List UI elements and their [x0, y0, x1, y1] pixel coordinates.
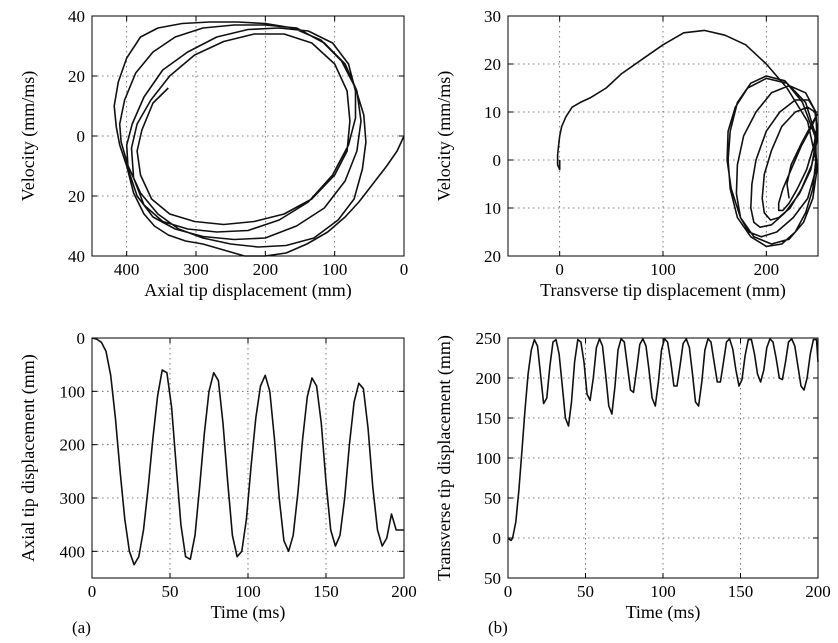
x-tick-label: 100 [322, 260, 348, 279]
x-tick-label: 0 [400, 260, 409, 279]
y-tick-label: 100 [476, 449, 502, 468]
x-tick-label: 0 [555, 260, 564, 279]
series-line [507, 338, 819, 542]
x-tick-label: 200 [391, 582, 417, 601]
x-tick-label: 200 [754, 260, 780, 279]
y-tick-label: 50 [484, 569, 501, 588]
x-tick-label: 100 [235, 582, 261, 601]
y-tick-label: 20 [68, 67, 85, 86]
x-tick-label: 400 [114, 260, 140, 279]
y-tick-label: 400 [60, 542, 86, 561]
y-tick-label: 40 [68, 7, 85, 26]
y-tick-label: 20 [484, 247, 501, 266]
y-axis-label: Transverse tip displacement (mm) [434, 335, 455, 581]
axial-time-panel: 0 50 100 150 200 0 100 200 300 400 Time (ms) Axial … [18, 329, 417, 623]
y-tick-label: 0 [493, 151, 502, 170]
y-tick-label: 250 [476, 329, 502, 348]
panel-label-b: (b) [488, 618, 508, 637]
y-tick-label: 0 [77, 329, 86, 348]
x-tick-label: 0 [504, 582, 513, 601]
x-tick-label: 300 [183, 260, 209, 279]
x-tick-label: 150 [728, 582, 754, 601]
x-tick-label: 100 [650, 260, 676, 279]
x-axis-label: Time (ms) [211, 602, 286, 623]
x-axis-label: Time (ms) [626, 602, 701, 623]
series-line [556, 29, 818, 248]
x-tick-label: 200 [253, 260, 279, 279]
y-tick-label: 200 [60, 436, 86, 455]
y-tick-label: 30 [484, 7, 501, 26]
y-tick-label: 40 [68, 247, 85, 266]
panel-label-a: (a) [72, 618, 91, 637]
x-axis-label: Axial tip displacement (mm) [144, 280, 351, 301]
series-line [91, 337, 404, 566]
x-tick-label: 200 [805, 582, 831, 601]
x-tick-label: 0 [88, 582, 97, 601]
x-tick-label: 150 [313, 582, 339, 601]
series-line [113, 21, 405, 257]
y-tick-label: 20 [484, 55, 501, 74]
y-tick-label: 20 [68, 187, 85, 206]
y-axis-label: Axial tip displacement (mm) [18, 354, 39, 561]
y-tick-label: 100 [60, 382, 86, 401]
y-axis-label: Velocity (mm/ms) [18, 71, 39, 201]
y-tick-label: 10 [484, 103, 501, 122]
y-axis-label: Velocity (mm/ms) [434, 71, 455, 201]
y-tick-label: 200 [476, 369, 502, 388]
y-tick-label: 150 [476, 409, 502, 428]
y-tick-label: 300 [60, 489, 86, 508]
y-tick-label: 0 [493, 529, 502, 548]
x-axis-label: Transverse tip displacement (mm) [540, 280, 786, 301]
x-tick-label: 50 [162, 582, 179, 601]
y-tick-label: 10 [484, 199, 501, 218]
y-tick-label: 0 [77, 127, 86, 146]
y-tick-label: 50 [484, 489, 501, 508]
x-tick-label: 100 [650, 582, 676, 601]
x-tick-label: 50 [577, 582, 594, 601]
